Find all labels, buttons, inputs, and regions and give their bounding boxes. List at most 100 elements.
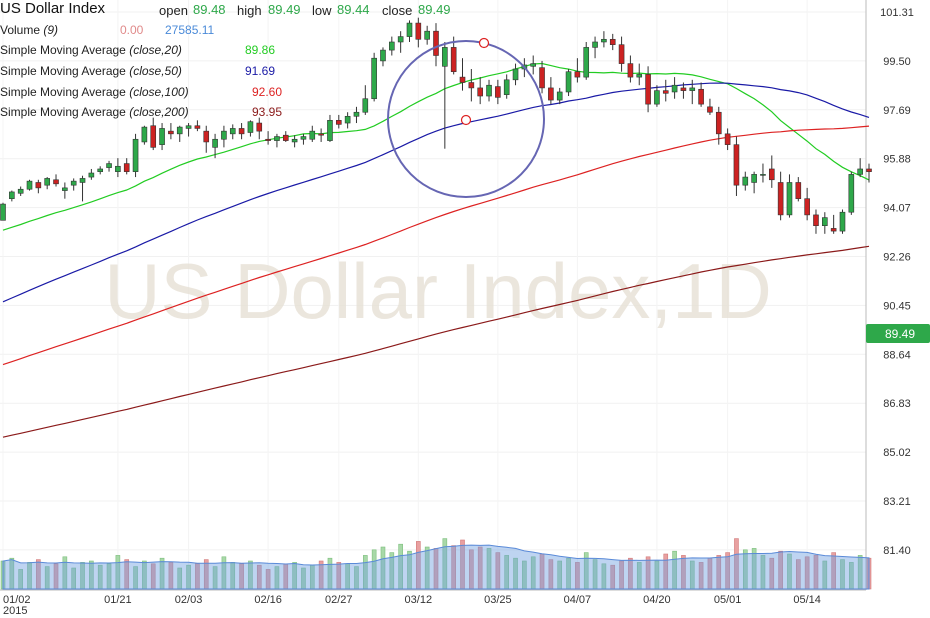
sma100-legend-value: 92.60: [252, 85, 283, 99]
candle-body: [141, 126, 148, 143]
volume-bars: [0, 538, 872, 590]
candle-body: [495, 86, 501, 98]
candle-body: [707, 106, 713, 113]
candle-body: [503, 79, 510, 95]
candle-body: [848, 174, 855, 213]
candle-body: [389, 41, 395, 51]
candle-body: [715, 111, 722, 135]
candle-body: [777, 182, 784, 216]
candle-body: [486, 84, 492, 97]
x-axis: 01/02 01/21 02/03 02/16 02/27 03/12 03/25 04/07…: [3, 594, 821, 617]
close-label: close: [382, 3, 413, 18]
candle-body: [309, 130, 316, 140]
candle-body: [609, 38, 616, 45]
sma100-legend: Simple Moving Average (close,100): [0, 85, 189, 99]
x-axis-year: 2015: [3, 605, 27, 617]
x-tick-label: 01/21: [104, 594, 132, 606]
sma50-legend-value: 91.69: [245, 64, 276, 78]
candle-body: [212, 138, 218, 148]
candle-body: [742, 176, 749, 186]
candle-body: [795, 182, 802, 199]
candle-body: [159, 128, 165, 145]
y-tick-label: 95.88: [883, 154, 911, 166]
x-tick-label: 01/02: [3, 594, 31, 606]
candle-body: [106, 163, 112, 168]
candle-body: [88, 172, 95, 178]
y-tick-label: 85.02: [883, 447, 911, 459]
candle-body: [857, 168, 863, 175]
y-tick-label: 99.50: [883, 56, 911, 68]
candle-body: [804, 198, 810, 216]
grid: [0, 0, 867, 591]
high-label: high: [237, 3, 262, 18]
candle-body: [627, 63, 634, 78]
candle-body: [344, 115, 351, 124]
close-value: 89.49: [418, 2, 451, 17]
moving-averages: [2, 62, 870, 438]
sma200-legend-value: 93.95: [252, 105, 283, 119]
y-tick-label: 92.26: [883, 252, 911, 264]
candle-body: [442, 47, 448, 67]
y-axis: 101.31 99.50 97.69 95.88 94.07 92.26 90.45 88.6…: [880, 7, 914, 557]
annotation-circle: [387, 40, 545, 198]
high-value: 89.49: [268, 2, 301, 17]
candle-body: [450, 47, 457, 73]
candle-body: [238, 128, 245, 135]
candle-body: [654, 90, 660, 105]
candle-body: [247, 121, 254, 133]
candle-body: [433, 30, 439, 56]
candle-body: [813, 214, 819, 227]
candle-body: [132, 138, 139, 172]
sma200-legend: Simple Moving Average (close,200): [0, 105, 189, 119]
y-tick-label: 101.31: [880, 7, 914, 19]
open-value: 89.48: [193, 2, 226, 17]
candle-body: [0, 203, 6, 221]
candle-body: [185, 125, 192, 129]
candle-body: [556, 91, 563, 101]
candle-body: [839, 211, 846, 232]
candle-body: [9, 191, 15, 199]
candle-body: [221, 130, 227, 140]
sma20-legend-value: 89.86: [245, 43, 276, 57]
candle-body: [327, 120, 333, 141]
x-tick-label: 03/25: [484, 594, 512, 606]
volume-legend-value2: 27585.11: [165, 23, 215, 37]
candle-body: [698, 88, 704, 105]
candle-body: [601, 38, 607, 43]
candle-body: [415, 22, 422, 40]
last-price-badge: 89.49: [866, 324, 930, 343]
candle-body: [424, 30, 430, 40]
candle-body: [468, 82, 475, 89]
candle-body: [168, 130, 174, 135]
candle-body: [97, 168, 104, 172]
candle-body: [229, 128, 236, 135]
candle-body: [17, 188, 24, 194]
candle-body: [62, 187, 68, 191]
candle-body: [786, 182, 793, 216]
candle-body: [406, 22, 413, 37]
y-tick-label: 90.45: [883, 300, 911, 312]
candle-body: [265, 138, 271, 141]
candle-body: [397, 36, 404, 43]
candle-body: [53, 179, 59, 185]
candle-body: [548, 87, 554, 101]
candle-body: [680, 87, 687, 91]
x-tick-label: 05/01: [714, 594, 742, 606]
candle-body: [203, 130, 210, 143]
annotation-handle-top: [478, 37, 490, 49]
candle-body: [353, 111, 360, 117]
annotation-handle-center: [460, 114, 472, 126]
open-label: open: [159, 3, 188, 18]
candle-body: [822, 217, 828, 227]
low-value: 89.44: [337, 2, 370, 17]
candle-body: [123, 163, 130, 172]
annotation-drawing[interactable]: [387, 37, 545, 198]
candle-body: [565, 71, 572, 93]
low-label: low: [312, 3, 332, 18]
candle-body: [662, 90, 669, 94]
candle-body: [70, 180, 77, 186]
candle-body: [335, 120, 342, 125]
candle-body: [256, 122, 263, 132]
y-tick-label: 88.64: [883, 349, 911, 361]
